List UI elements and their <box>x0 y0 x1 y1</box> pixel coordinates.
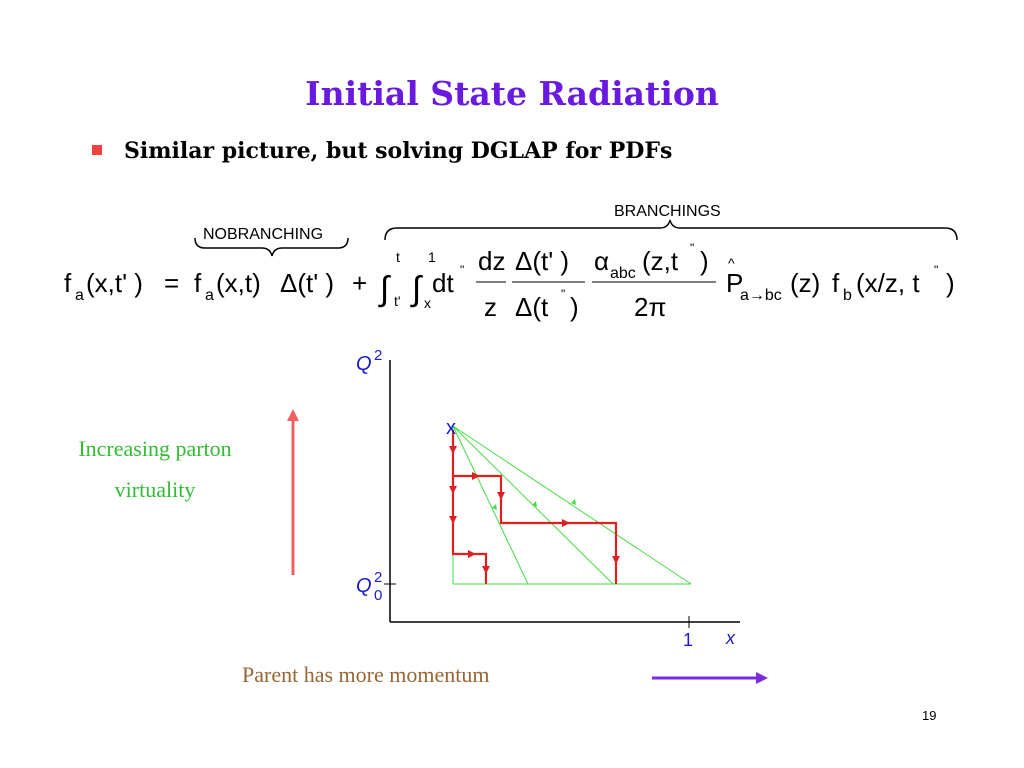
svg-text:f: f <box>832 268 840 298</box>
svg-text:(x/z, t: (x/z, t <box>856 268 920 298</box>
green-lines <box>452 425 692 585</box>
svg-text:f: f <box>64 268 72 298</box>
svg-text:t': t' <box>394 293 401 309</box>
green-arrow-markers <box>492 499 576 510</box>
svg-text:∫: ∫ <box>410 270 423 308</box>
page-number: 19 <box>922 708 937 723</box>
dglap-equation: f a (x,t' ) = f a (x,t) Δ(t' ) + ∫ t t' … <box>64 219 958 322</box>
svg-text:∫: ∫ <box>378 270 391 308</box>
svg-text:(x,t): (x,t) <box>216 268 261 298</box>
y-axis-label: Q <box>356 353 372 375</box>
svg-text:Δ(t' ): Δ(t' ) <box>515 246 569 276</box>
svg-text:x: x <box>424 295 431 311</box>
x-tick-label: 1 <box>683 630 693 650</box>
svg-text:a: a <box>75 287 84 304</box>
branchings-label: BRANCHINGS <box>614 203 721 220</box>
start-marker: x <box>446 417 456 439</box>
svg-text:1: 1 <box>428 249 436 265</box>
svg-text:a: a <box>205 287 214 304</box>
svg-text:t: t <box>396 249 400 265</box>
bullet-text: Similar picture, but solving DGLAP for P… <box>124 138 673 164</box>
svg-text:+: + <box>352 268 367 298</box>
q0-label: Q <box>356 575 372 597</box>
q0-sub: 0 <box>374 587 382 604</box>
y-axis-sup: 2 <box>374 347 382 364</box>
bullet-marker <box>92 145 102 155</box>
nobranching-label: NOBRANCHING <box>203 226 324 243</box>
nobranching-brace <box>194 237 349 257</box>
svg-text:a→bc: a→bc <box>740 287 782 304</box>
svg-text:(x,t' ): (x,t' ) <box>86 268 143 298</box>
svg-text:f: f <box>194 268 202 298</box>
svg-text:(z): (z) <box>790 268 820 298</box>
x-axis-label: x <box>725 628 736 648</box>
svg-text:": " <box>460 263 464 277</box>
svg-text:z: z <box>484 292 497 322</box>
svg-text:dz: dz <box>478 246 505 276</box>
left-label-line2: virtuality <box>114 477 196 502</box>
svg-text:": " <box>690 241 694 255</box>
svg-text:abc: abc <box>610 265 636 282</box>
svg-text:): ) <box>570 292 579 322</box>
slide-title: Initial State Radiation <box>305 74 719 113</box>
svg-text:): ) <box>700 246 709 276</box>
svg-text:Δ(t: Δ(t <box>515 292 549 322</box>
svg-text:": " <box>561 287 565 301</box>
branchings-brace <box>384 219 958 241</box>
bottom-label: Parent has more momentum <box>242 662 490 687</box>
svg-text:dt: dt <box>432 268 454 298</box>
red-arrowheads <box>449 446 620 574</box>
svg-text:): ) <box>946 268 955 298</box>
q0-sup: 2 <box>374 569 382 586</box>
svg-text:2π: 2π <box>634 292 666 322</box>
svg-text:Δ(t' ): Δ(t' ) <box>280 268 334 298</box>
momentum-arrow <box>652 672 768 684</box>
virtuality-arrow <box>287 409 299 575</box>
svg-text:=: = <box>164 268 179 298</box>
svg-text:": " <box>934 263 938 277</box>
svg-text:α: α <box>594 246 609 276</box>
svg-text:P: P <box>726 268 743 298</box>
evolution-diagram: x Q 2 Q 2 0 1 x <box>356 347 740 650</box>
svg-text:b: b <box>843 287 852 304</box>
svg-text:(z,t: (z,t <box>642 246 679 276</box>
left-label-line1: Increasing parton <box>78 436 232 461</box>
svg-text:^: ^ <box>728 255 735 271</box>
